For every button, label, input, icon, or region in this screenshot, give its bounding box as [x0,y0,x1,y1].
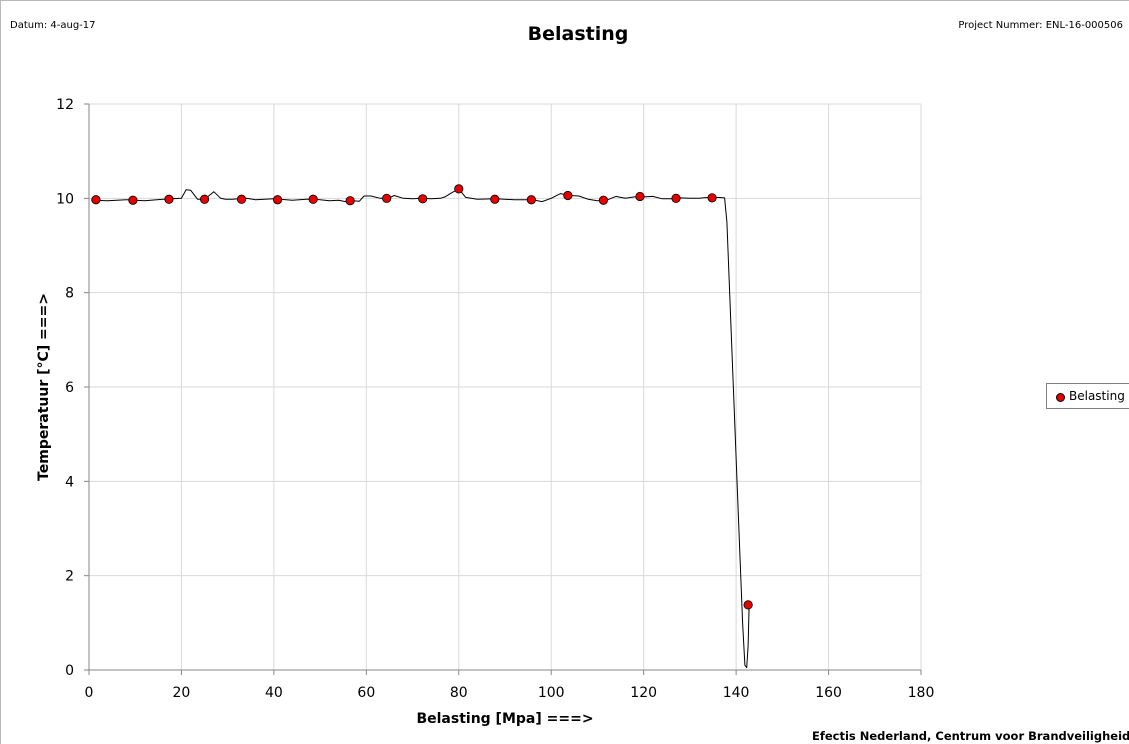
series-belasting [91,184,753,669]
data-point [563,190,573,201]
x-tick-label: 140 [723,685,750,701]
legend: Belasting [1046,383,1129,409]
footer-text: Efectis Nederland, Centrum voor Brandvei… [812,729,1129,743]
data-point [635,191,645,202]
data-point [272,195,283,205]
data-point [128,195,138,205]
data-point [490,194,500,204]
data-point [345,196,355,206]
project-number-label: Project Nummer: ENL-16-000506 [958,20,1123,31]
gridlines [89,103,922,670]
x-axis-title: Belasting [Mpa] ===> [416,711,593,727]
x-tick-label: 40 [265,685,283,701]
y-tick-label: 4 [65,474,74,490]
data-point [671,193,681,203]
legend-label: Belasting [1069,389,1125,403]
data-point [236,194,247,204]
x-tick-label: 180 [908,685,935,701]
data-point [707,193,717,203]
legend-marker-icon [1056,393,1065,402]
data-point [418,194,428,204]
data-point [199,194,210,204]
data-point [598,195,609,205]
data-point [526,195,536,205]
data-point [382,193,392,203]
data-point [743,600,753,610]
x-tick-label: 60 [357,685,375,701]
data-point [308,194,318,204]
y-tick-label: 8 [65,286,74,302]
chart-title: Belasting [527,23,629,45]
y-tick-label: 6 [65,380,74,396]
y-tick-label: 12 [56,97,74,113]
date-label: Datum: 4-aug-17 [10,20,96,31]
series-line [91,188,750,669]
x-tick-label: 160 [815,685,842,701]
data-point [91,195,101,205]
y-tick-label: 2 [65,569,74,585]
x-tick-label: 100 [538,685,565,701]
y-tick-label: 10 [56,191,74,207]
y-axis-title: Temperatuur [°C] ===> [36,293,52,481]
x-tick-label: 80 [450,685,468,701]
data-point [454,184,464,194]
x-tick-label: 120 [630,685,657,701]
x-tick-label: 20 [173,685,191,701]
x-tick-label: 0 [85,685,94,701]
axes [84,103,922,675]
y-tick-label: 0 [65,663,74,679]
data-point [164,194,174,204]
